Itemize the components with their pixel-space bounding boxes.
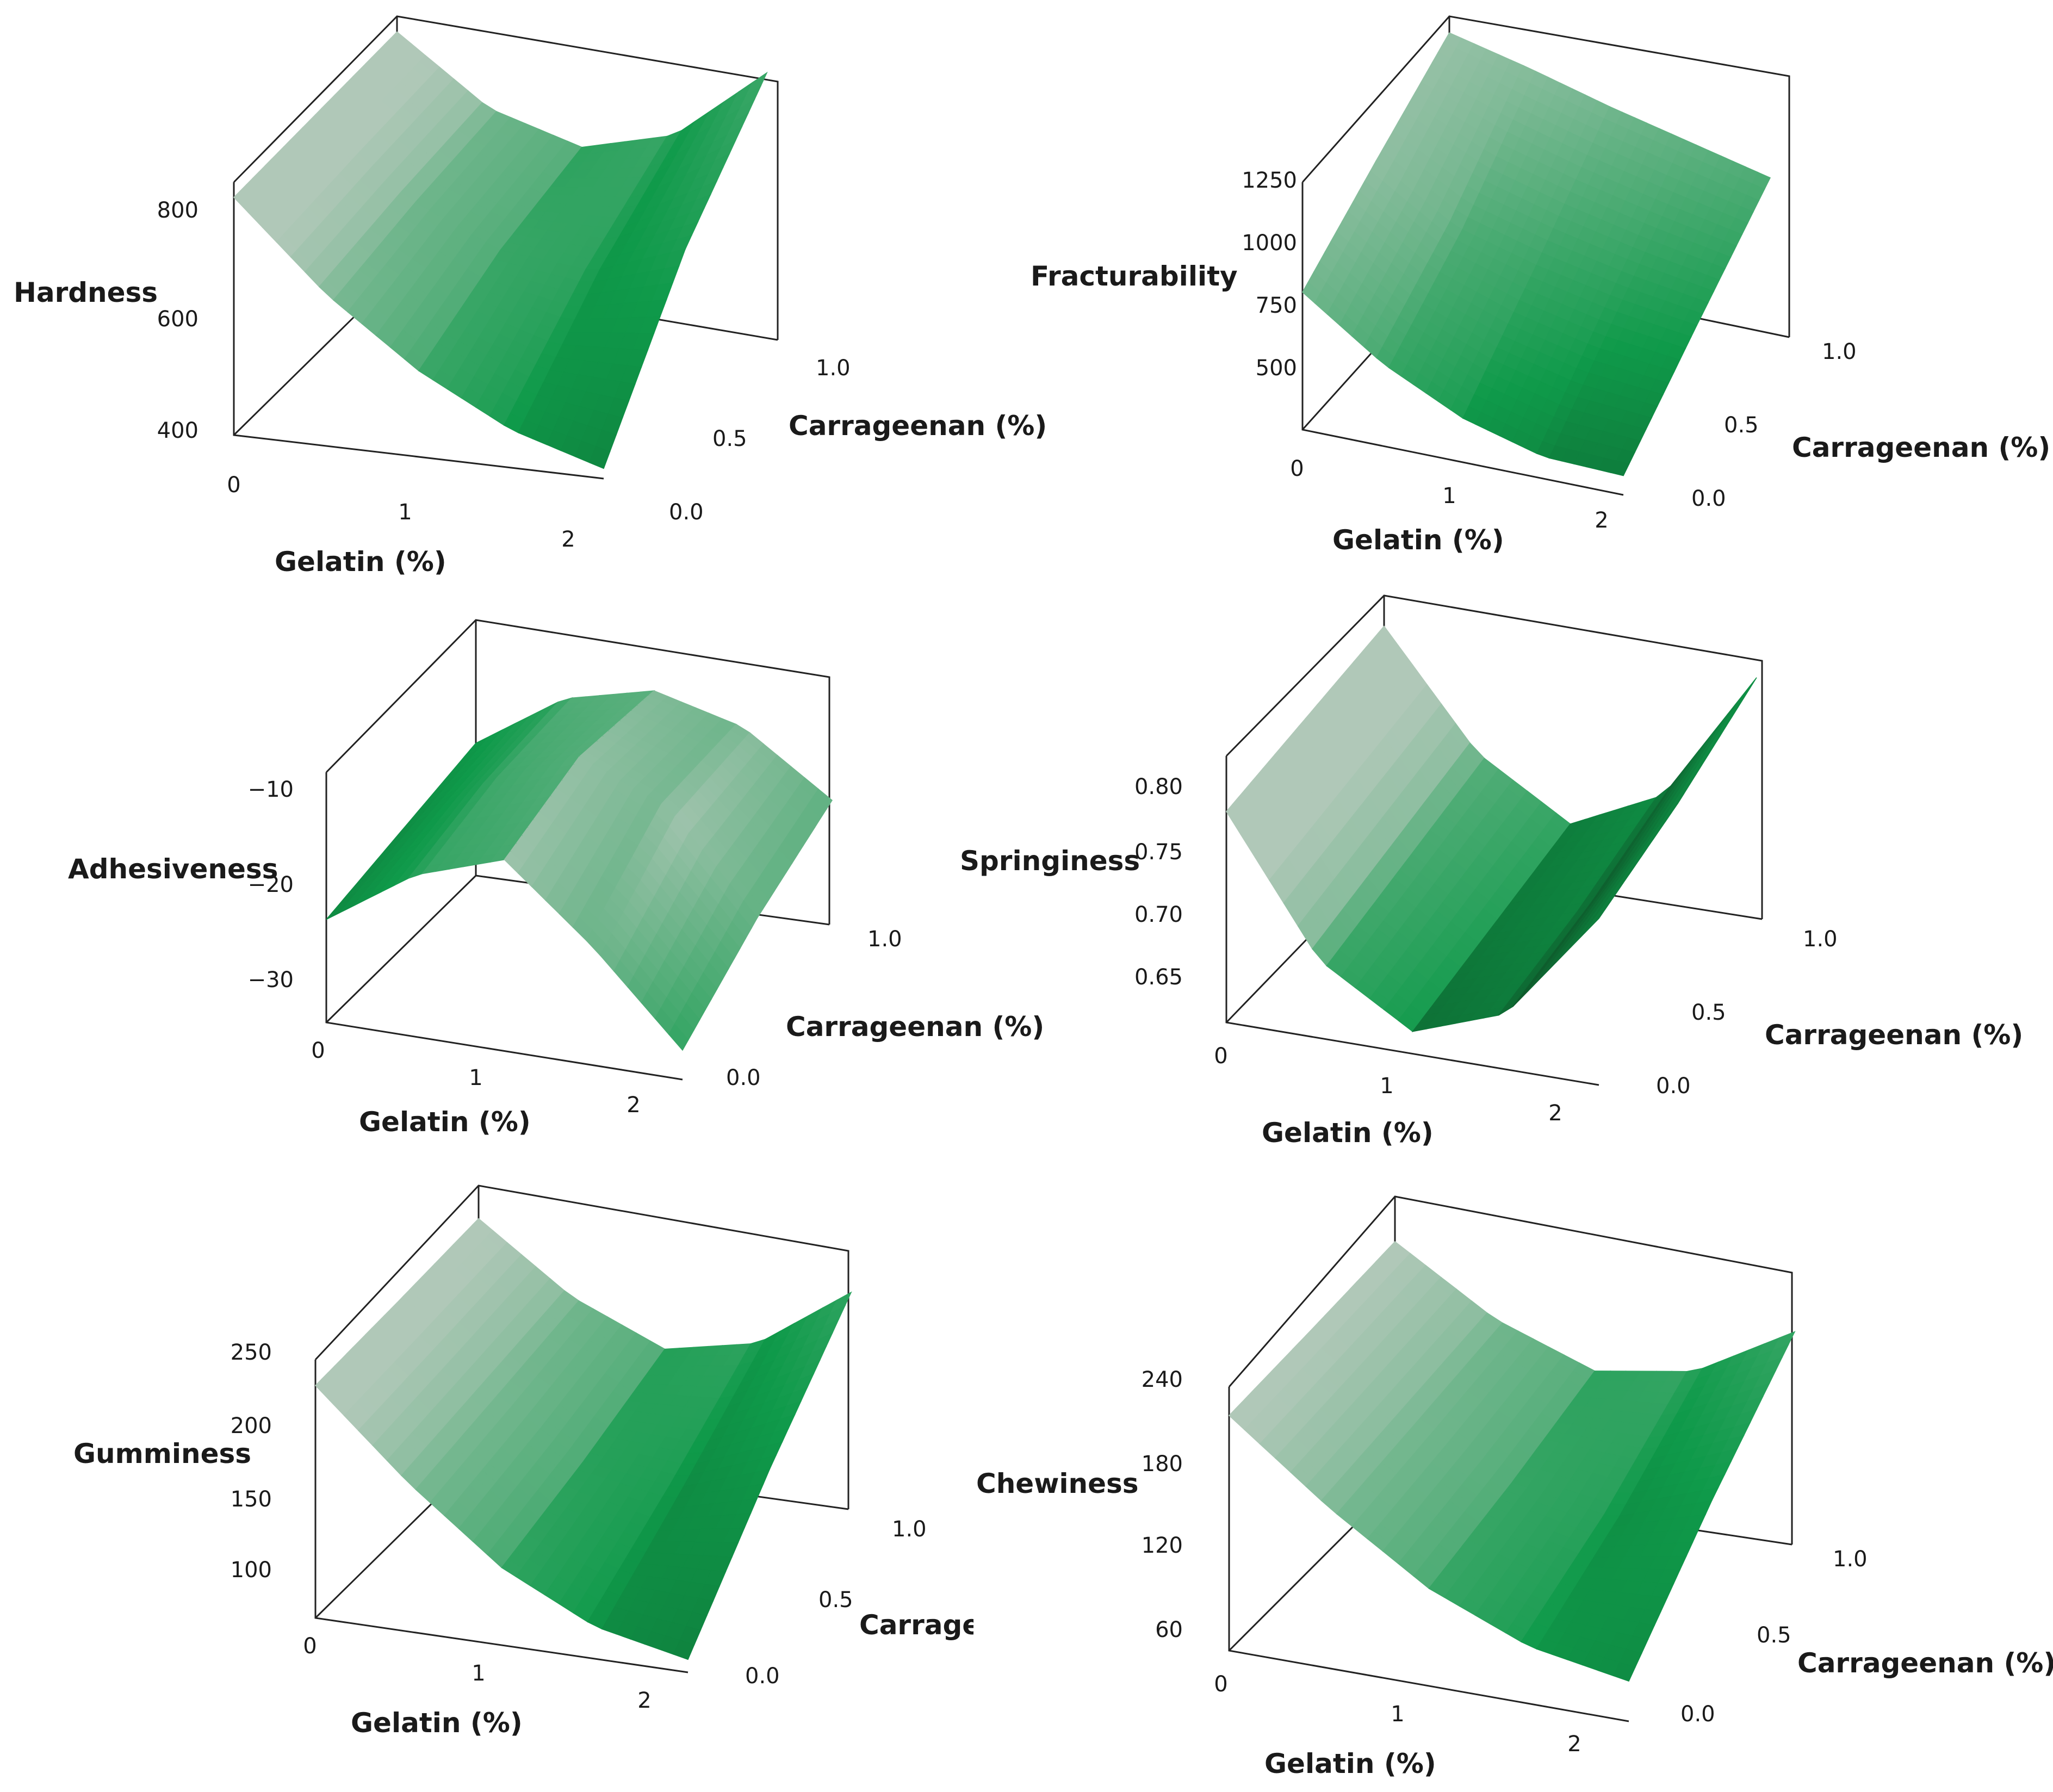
- z-axis-label: Springiness: [960, 845, 1140, 877]
- z-tick: 200: [231, 1413, 272, 1438]
- y-tick: 0.0: [1680, 1702, 1715, 1727]
- surface-patch: [668, 1023, 689, 1051]
- x-tick: 0: [1290, 456, 1304, 481]
- x-tick: 2: [637, 1688, 651, 1713]
- y-axis-label-clip: Carrageenan (%): [859, 1609, 1118, 1641]
- y-tick: 0.0: [726, 1065, 761, 1090]
- chart-hardness: 800 600 400 0 1 2 0.0 0.5 1.0 Hardness G…: [14, 15, 1047, 578]
- z-tick: 150: [231, 1487, 272, 1512]
- z-tick: 100: [231, 1558, 272, 1583]
- y-tick: 0.0: [1656, 1074, 1691, 1099]
- z-axis-label: Gumminess: [73, 1438, 251, 1469]
- y-tick: 0.5: [1691, 1000, 1726, 1025]
- response-surface: [1302, 32, 1771, 476]
- x-tick: 2: [627, 1093, 640, 1118]
- x-tick: 2: [1595, 508, 1608, 533]
- y-axis-label: Carrageenan (%): [859, 1609, 1118, 1641]
- y-axis-label: Carrageenan (%): [789, 410, 1047, 442]
- x-tick: 2: [1567, 1732, 1581, 1757]
- y-tick: 0.5: [1757, 1623, 1791, 1648]
- response-surface: [1228, 1241, 1796, 1682]
- x-tick: 0: [227, 473, 240, 498]
- x-axis-label: Gelatin (%): [359, 1106, 531, 1138]
- y-tick: 0.5: [818, 1588, 853, 1613]
- chart-adhesiveness: −10 −20 −30 0 1 2 0.0 1.0 Adhesiveness G…: [68, 619, 1044, 1138]
- chart-springiness: 0.80 0.75 0.70 0.65 0 1 2 0.0 0.5 1.0 Sp…: [960, 594, 2023, 1149]
- x-tick: 2: [561, 527, 575, 552]
- z-tick: 750: [1256, 293, 1297, 318]
- z-tick: −20: [248, 872, 294, 897]
- z-tick: 1250: [1242, 168, 1297, 193]
- x-tick: 1: [1391, 1702, 1404, 1727]
- axis-box: [1301, 15, 1790, 496]
- z-axis-label: Chewiness: [976, 1468, 1139, 1499]
- x-axis-label: Gelatin (%): [351, 1707, 523, 1739]
- response-surface: [314, 1218, 852, 1660]
- y-tick: 0.0: [1691, 486, 1726, 511]
- x-axis-label: Gelatin (%): [1332, 524, 1504, 556]
- y-tick: 1.0: [867, 927, 902, 952]
- z-tick: 180: [1142, 1452, 1183, 1477]
- y-axis-label: Carrageenan (%): [1792, 432, 2050, 463]
- x-tick: 0: [303, 1634, 317, 1659]
- x-tick: 0: [1214, 1672, 1227, 1697]
- chart-gumminess: 250 200 150 100 0 1 2 0.0 0.5 1.0 Gummin…: [73, 1185, 1118, 1739]
- response-surface: [233, 31, 768, 469]
- chart-chewiness: 240 180 120 60 0 1 2 0.0 0.5 1.0 Chewine…: [976, 1195, 2053, 1779]
- z-tick: 240: [1142, 1367, 1183, 1392]
- z-tick: 400: [157, 418, 199, 443]
- z-tick: 0.65: [1134, 965, 1183, 990]
- x-axis-label: Gelatin (%): [1262, 1117, 1434, 1149]
- y-tick: 1.0: [892, 1517, 927, 1542]
- y-axis-label: Carrageenan (%): [1765, 1019, 2023, 1051]
- z-axis-label: Fracturability: [1031, 261, 1238, 292]
- y-axis-label: Carrageenan (%): [1797, 1647, 2053, 1679]
- y-axis-label: Carrageenan (%): [786, 1011, 1044, 1043]
- axis-box: [233, 15, 779, 480]
- surface-patch: [588, 445, 611, 469]
- y-tick: 1.0: [1822, 339, 1857, 364]
- z-tick: 250: [231, 1340, 272, 1365]
- z-tick: 120: [1142, 1533, 1183, 1558]
- x-tick: 1: [1442, 483, 1456, 509]
- z-tick: −30: [248, 968, 294, 993]
- axis-box: [1225, 594, 1763, 1086]
- z-tick: −10: [248, 777, 294, 802]
- x-tick: 1: [1380, 1074, 1393, 1099]
- x-axis-label: Gelatin (%): [275, 546, 446, 578]
- z-axis-label: Adhesiveness: [68, 853, 278, 885]
- x-tick: 2: [1548, 1101, 1562, 1126]
- surface-patch: [1610, 460, 1630, 476]
- x-tick: 1: [472, 1661, 485, 1686]
- y-tick: 0.0: [745, 1664, 780, 1689]
- z-tick: 60: [1155, 1617, 1183, 1642]
- z-tick: 600: [157, 307, 199, 332]
- z-tick: 0.75: [1134, 840, 1183, 865]
- y-tick: 1.0: [1833, 1547, 1868, 1572]
- axis-box: [325, 619, 830, 1081]
- x-tick: 0: [311, 1038, 325, 1063]
- chart-fracturability: 1250 1000 750 500 0 1 2 0.0 0.5 1.0 Frac…: [1031, 15, 2050, 556]
- x-axis-label: Gelatin (%): [1264, 1748, 1436, 1779]
- y-tick: 1.0: [816, 356, 851, 381]
- y-tick: 0.0: [669, 500, 704, 525]
- y-tick: 1.0: [1803, 927, 1838, 952]
- y-tick: 0.5: [1724, 413, 1759, 438]
- z-tick: 1000: [1242, 231, 1297, 256]
- response-surface: [1226, 625, 1757, 1032]
- z-tick: 500: [1256, 356, 1297, 381]
- x-tick: 1: [469, 1065, 482, 1090]
- z-tick: 0.80: [1134, 774, 1183, 799]
- x-tick: 1: [398, 500, 412, 525]
- response-surface: [326, 690, 833, 1051]
- z-axis-label: Hardness: [14, 277, 158, 308]
- z-tick: 800: [157, 198, 199, 223]
- x-tick: 0: [1214, 1044, 1227, 1069]
- y-tick: 0.5: [712, 426, 747, 451]
- z-tick: 0.70: [1134, 902, 1183, 927]
